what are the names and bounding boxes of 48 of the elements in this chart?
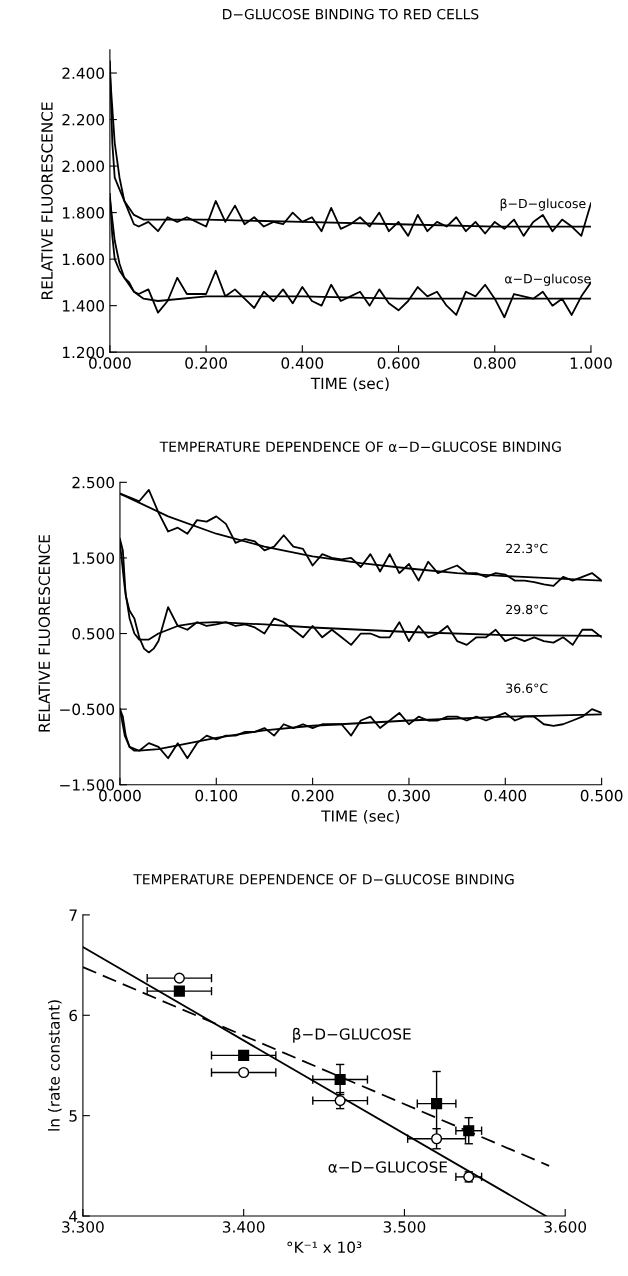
x-tick-label: 0.400 <box>281 357 324 369</box>
y-tick-label: 1.400 <box>62 300 105 312</box>
chart-title: TEMPERATURE DEPENDENCE OF D−GLUCOSE BINDING <box>133 874 514 885</box>
y-tick-label: 2.200 <box>62 114 105 126</box>
x-axis-title: °K⁻¹ x 10³ <box>287 1241 362 1254</box>
x-tick-label: 0.000 <box>89 357 131 369</box>
x-tick-label: 0.300 <box>388 789 430 802</box>
y-axis-title: ln (rate constant) <box>47 1000 62 1131</box>
x-axis-title: TIME (sec) <box>310 377 389 391</box>
x-tick-label: 0.000 <box>99 789 141 802</box>
x-tick-label: 3.300 <box>62 1221 104 1233</box>
x-tick-label: 3.500 <box>383 1221 426 1233</box>
x-tick-label: 0.600 <box>377 357 420 369</box>
x-tick-label: 0.200 <box>291 789 334 802</box>
x-tick-label: 0.800 <box>473 357 516 369</box>
y-tick-label: 5 <box>69 1110 77 1122</box>
series-label: 29.8°C <box>506 604 548 615</box>
y-tick-label: −1.500 <box>60 779 115 791</box>
y-axis-title: RELATIVE FLUORESCENCE <box>41 102 53 299</box>
series-label: 36.6°C <box>506 683 548 693</box>
x-tick-label: 1.000 <box>570 357 612 369</box>
chart-title: TEMPERATURE DEPENDENCE OF α−D−GLUCOSE BINDING <box>159 441 561 452</box>
y-tick-label: 2.500 <box>72 476 115 489</box>
series-label: β−D−glucose <box>500 198 586 211</box>
y-tick-label: 4 <box>69 1210 78 1222</box>
series-label: 22.3°C <box>506 543 548 554</box>
y-tick-label: 2.000 <box>62 160 105 173</box>
y-tick-label: 7 <box>69 909 77 921</box>
series-label: α−D−glucose <box>505 273 591 286</box>
x-tick-label: 3.400 <box>222 1221 265 1233</box>
chart-title: D−GLUCOSE BINDING TO RED CELLS <box>223 8 479 20</box>
y-tick-label: 1.200 <box>62 346 105 359</box>
x-tick-label: 0.400 <box>484 789 527 802</box>
x-tick-label: 0.200 <box>185 357 227 369</box>
x-tick-label: 0.500 <box>580 789 623 802</box>
y-tick-label: 2.400 <box>62 67 105 80</box>
y-tick-label: 1.800 <box>62 207 105 219</box>
y-tick-label: 6 <box>69 1009 78 1022</box>
series-label: β−D−GLUCOSE <box>293 1027 411 1043</box>
series-label: α−D−GLUCOSE <box>328 1161 447 1173</box>
y-tick-label: −0.500 <box>60 703 115 716</box>
y-tick-label: 1.500 <box>73 552 115 564</box>
x-tick-label: 0.100 <box>195 789 238 802</box>
y-tick-label: 1.600 <box>62 253 105 266</box>
y-tick-label: 0.500 <box>72 628 115 640</box>
y-axis-title: RELATIVE FLUORESCENCE <box>38 535 51 732</box>
x-axis-title: TIME (sec) <box>321 809 400 824</box>
x-tick-label: 3.600 <box>544 1221 587 1233</box>
